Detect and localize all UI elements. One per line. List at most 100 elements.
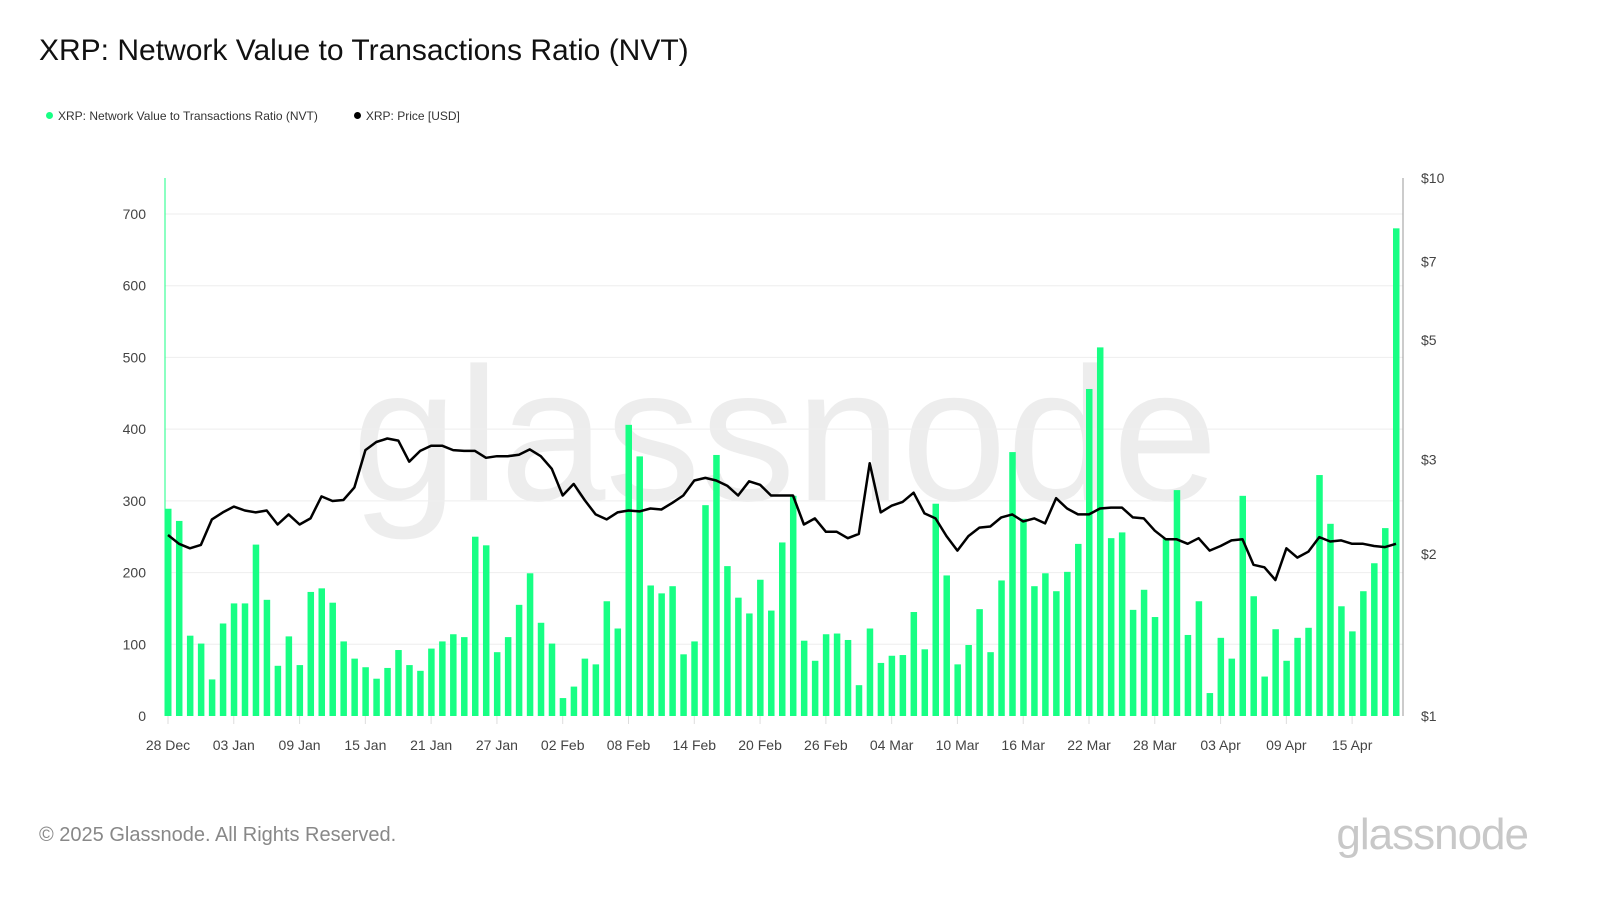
nvt-bar <box>735 597 742 716</box>
nvt-bar <box>296 665 304 716</box>
nvt-bar <box>439 641 446 716</box>
x-tick-label: 15 Jan <box>344 737 386 753</box>
nvt-bar <box>1360 591 1367 716</box>
legend-item-nvt[interactable]: XRP: Network Value to Transactions Ratio… <box>46 109 318 123</box>
nvt-bar <box>1096 347 1104 716</box>
copyright: © 2025 Glassnode. All Rights Reserved. <box>39 824 397 846</box>
nvt-bar <box>822 634 830 716</box>
nvt-bar <box>450 634 457 716</box>
nvt-bar <box>1327 523 1334 716</box>
nvt-bar <box>493 652 501 716</box>
nvt-bar <box>614 628 622 716</box>
y-right-tick-label: $7 <box>1421 253 1437 269</box>
x-tick-label: 03 Apr <box>1200 737 1241 753</box>
y-left-tick-label: 700 <box>123 206 147 222</box>
nvt-bar <box>428 648 435 716</box>
nvt-bar <box>329 602 336 716</box>
nvt-bar <box>1338 606 1345 716</box>
nvt-bar <box>1272 629 1279 716</box>
nvt-bar <box>1020 518 1027 716</box>
y-left-tick-label: 300 <box>123 493 147 509</box>
nvt-bar <box>537 622 545 716</box>
y-right-tick-label: $5 <box>1421 332 1437 348</box>
nvt-bar <box>230 603 238 716</box>
nvt-bar <box>340 641 347 716</box>
y-left-tick-label: 400 <box>123 421 147 437</box>
x-tick-label: 16 Mar <box>1001 737 1045 753</box>
nvt-bar <box>526 573 534 716</box>
nvt-bar <box>789 495 797 716</box>
nvt-bar <box>1305 627 1312 716</box>
legend-item-price[interactable]: XRP: Price [USD] <box>353 109 460 123</box>
nvt-bar <box>1217 637 1225 716</box>
nvt-bar <box>307 591 315 716</box>
nvt-bar <box>252 544 260 716</box>
nvt-bar <box>165 508 172 716</box>
nvt-bar <box>932 503 939 716</box>
nvt-bar <box>395 650 402 716</box>
nvt-bar <box>658 593 665 716</box>
nvt-bar <box>844 639 852 716</box>
nvt-bar <box>1382 528 1389 716</box>
nvt-bar <box>1371 563 1378 716</box>
nvt-bar <box>1349 631 1356 716</box>
x-tick-label: 20 Feb <box>738 737 782 753</box>
y-right-tick-label: $10 <box>1421 170 1445 186</box>
nvt-bar <box>1195 601 1203 716</box>
nvt-bar <box>559 698 567 716</box>
nvt-bar <box>285 636 293 716</box>
nvt-bar <box>910 612 918 716</box>
nvt-bar <box>208 679 216 716</box>
y-right-tick-label: $1 <box>1421 708 1437 724</box>
nvt-bar <box>811 660 819 716</box>
x-tick-label: 21 Jan <box>410 737 452 753</box>
nvt-bar <box>833 633 841 716</box>
nvt-bar <box>417 670 424 716</box>
nvt-bar <box>581 658 589 716</box>
nvt-bar <box>1107 538 1115 716</box>
nvt-bar <box>592 664 600 716</box>
nvt-bar <box>1239 495 1246 716</box>
nvt-bar <box>1086 388 1093 716</box>
price-line <box>167 437 1397 582</box>
x-tick-label: 26 Feb <box>804 737 848 753</box>
nvt-bar <box>603 601 611 716</box>
nvt-bar <box>504 637 512 716</box>
nvt-bar <box>1009 452 1016 716</box>
nvt-bar <box>1118 532 1126 716</box>
nvt-bar <box>746 613 753 716</box>
x-tick-label: 03 Jan <box>213 737 255 753</box>
nvt-bar <box>1250 596 1257 716</box>
nvt-bar <box>384 667 391 716</box>
nvt-bar <box>899 655 907 716</box>
x-tick-label: 14 Feb <box>672 737 716 753</box>
nvt-bar <box>800 640 808 716</box>
nvt-bar <box>1129 609 1137 716</box>
nvt-bar <box>976 609 983 716</box>
nvt-bar <box>186 635 194 716</box>
y-right-tick-label: $2 <box>1421 546 1437 562</box>
nvt-bar <box>318 588 325 716</box>
x-tick-label: 22 Mar <box>1067 737 1111 753</box>
nvt-bar <box>351 658 358 716</box>
nvt-bar <box>877 662 885 716</box>
x-tick-label: 04 Mar <box>870 737 914 753</box>
nvt-bar <box>241 603 249 716</box>
x-tick-label: 28 Dec <box>146 737 190 753</box>
nvt-bar <box>702 505 709 716</box>
nvt-bar <box>954 664 961 716</box>
y-left-tick-label: 100 <box>123 636 147 652</box>
nvt-bar <box>998 580 1005 716</box>
nvt-bar <box>943 575 950 716</box>
x-tick-label: 08 Feb <box>607 737 651 753</box>
y-left-tick-label: 200 <box>123 565 147 581</box>
nvt-bar <box>1294 637 1301 716</box>
nvt-bar <box>1393 228 1400 717</box>
watermark: glassnode <box>352 329 1218 541</box>
nvt-bar <box>1206 693 1214 716</box>
nvt-bar <box>1316 475 1323 716</box>
nvt-bar <box>461 637 468 716</box>
nvt-bar <box>1228 658 1236 716</box>
nvt-bar <box>263 599 271 716</box>
